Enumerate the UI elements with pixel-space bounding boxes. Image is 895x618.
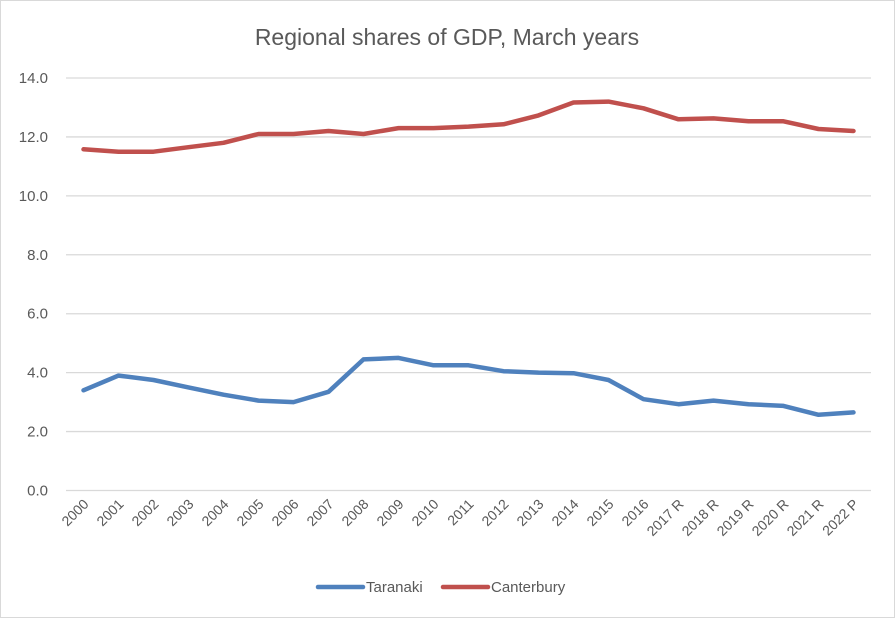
x-tick-label: 2002 (128, 496, 161, 529)
y-tick-label: 14.0 (19, 70, 48, 87)
x-axis: 2000 2001 2002 2003 2004 2005 2006 2007 2008 2009… (58, 496, 861, 539)
y-tick-label: 0.0 (27, 483, 48, 500)
x-tick-label: 2013 (513, 496, 546, 529)
x-tick-label: 2010 (408, 496, 441, 529)
legend-item-taranaki: Taranaki (315, 579, 423, 596)
y-tick-label: 6.0 (27, 306, 48, 323)
x-tick-label: 2021 R (783, 496, 826, 539)
gridlines (66, 77, 871, 492)
x-tick-label: 2011 (444, 496, 477, 529)
y-tick-label: 2.0 (27, 424, 48, 441)
x-tick-label: 2004 (198, 496, 231, 529)
y-tick-label: 12.0 (19, 129, 48, 146)
y-axis: 0.0 2.0 4.0 6.0 8.0 10.0 12.0 14.0 (19, 70, 48, 500)
x-tick-label: 2018 R (678, 496, 721, 539)
x-tick-label: 2008 (338, 496, 371, 529)
x-tick-label: 2012 (478, 496, 511, 529)
x-tick-label: 2009 (373, 496, 406, 529)
x-tick-label: 2007 (303, 496, 336, 529)
x-tick-label: 2015 (583, 496, 616, 529)
y-tick-label: 4.0 (27, 365, 48, 382)
x-tick-label: 2019 R (713, 496, 756, 539)
x-tick-label: 2017 R (643, 496, 686, 539)
legend-label: Taranaki (366, 579, 423, 596)
x-tick-label: 2001 (93, 496, 126, 529)
legend: Taranaki Canterbury (315, 579, 566, 596)
y-tick-label: 8.0 (27, 247, 48, 264)
chart-title: Regional shares of GDP, March years (255, 24, 639, 50)
x-tick-label: 2005 (233, 496, 266, 529)
legend-item-canterbury: Canterbury (440, 579, 566, 596)
legend-label: Canterbury (491, 579, 566, 596)
x-tick-label: 2014 (548, 496, 581, 529)
x-tick-label: 2000 (58, 496, 91, 529)
series-lines (81, 99, 856, 418)
x-tick-label: 2003 (163, 496, 196, 529)
y-tick-label: 10.0 (19, 188, 48, 205)
x-tick-label: 2020 R (748, 496, 791, 539)
x-tick-label: 2022 P (819, 496, 862, 539)
x-tick-label: 2006 (268, 496, 301, 529)
series-line-taranaki (81, 355, 856, 418)
